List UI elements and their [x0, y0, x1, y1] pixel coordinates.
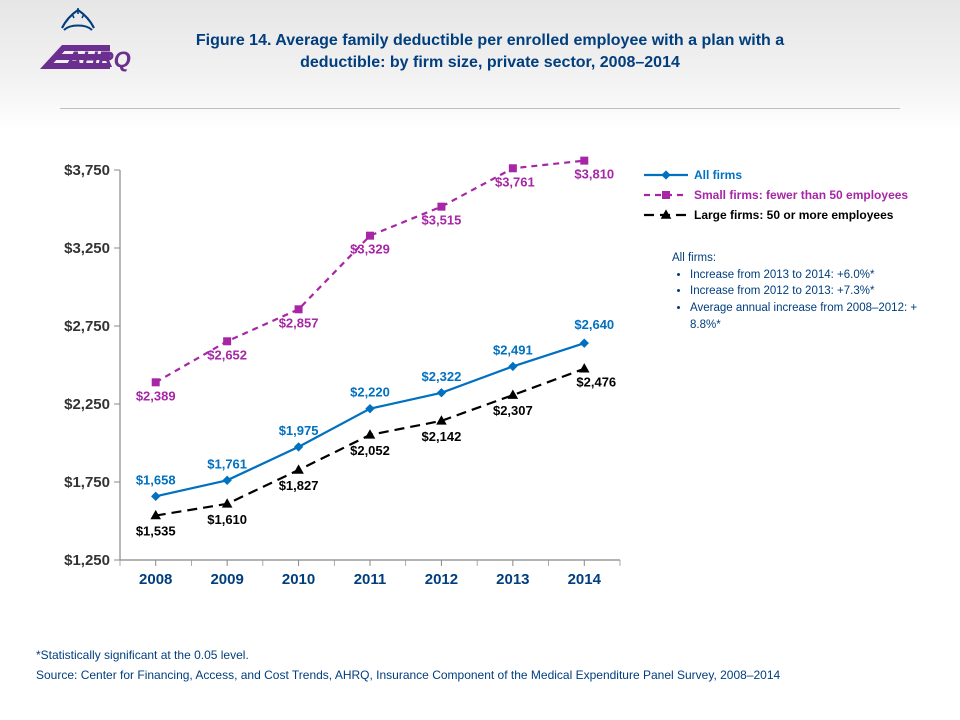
svg-text:$1,827: $1,827: [279, 478, 319, 493]
svg-text:$2,857: $2,857: [279, 315, 319, 330]
svg-text:$3,810: $3,810: [574, 167, 614, 182]
svg-text:$1,750: $1,750: [64, 474, 110, 491]
legend-item: Large firms: 50 or more employees: [644, 208, 944, 222]
svg-text:$2,491: $2,491: [493, 342, 533, 357]
legend-label: All firms: [694, 168, 742, 182]
svg-text:2011: 2011: [354, 571, 387, 588]
ahrq-logo: AHRQ: [40, 8, 150, 93]
svg-text:AHRQ: AHRQ: [65, 47, 131, 72]
notes-bullet: Increase from 2013 to 2014: +6.0%*: [690, 267, 942, 284]
svg-text:$2,052: $2,052: [350, 443, 390, 458]
svg-text:$3,250: $3,250: [64, 240, 110, 257]
figure-title: Figure 14. Average family deductible per…: [170, 30, 810, 73]
legend-item: All firms: [644, 168, 944, 182]
svg-text:2013: 2013: [496, 571, 529, 588]
svg-text:$2,250: $2,250: [64, 396, 110, 413]
svg-text:$1,610: $1,610: [207, 512, 247, 527]
side-notes: All firms: Increase from 2013 to 2014: +…: [672, 250, 942, 333]
svg-text:$3,515: $3,515: [422, 213, 462, 228]
svg-text:$1,658: $1,658: [136, 472, 176, 487]
svg-text:2009: 2009: [210, 571, 243, 588]
legend-item: Small firms: fewer than 50 employees: [644, 188, 944, 202]
svg-text:$2,750: $2,750: [64, 318, 110, 335]
svg-text:$2,652: $2,652: [207, 347, 247, 362]
svg-text:$3,761: $3,761: [495, 174, 535, 189]
svg-text:$1,250: $1,250: [64, 552, 110, 569]
svg-text:$2,307: $2,307: [493, 403, 533, 418]
notes-list: Increase from 2013 to 2014: +6.0%*Increa…: [672, 267, 942, 334]
line-chart: $1,250 $1,750 $2,250 $2,750 $3,250 $3,750 2008…: [30, 150, 640, 620]
svg-text:$1,535: $1,535: [136, 524, 176, 539]
svg-text:$2,142: $2,142: [422, 429, 462, 444]
title-divider: [60, 108, 900, 109]
legend-label: Small firms: fewer than 50 employees: [694, 188, 908, 202]
svg-text:$2,476: $2,476: [576, 375, 616, 390]
svg-text:$1,761: $1,761: [207, 456, 247, 471]
svg-text:$2,389: $2,389: [136, 388, 176, 403]
svg-text:$2,220: $2,220: [350, 385, 390, 400]
svg-text:$2,640: $2,640: [574, 317, 614, 332]
legend-label: Large firms: 50 or more employees: [694, 208, 893, 222]
notes-bullet: Average annual increase from 2008–2012: …: [690, 300, 942, 333]
legend: All firms Small firms: fewer than 50 empl…: [644, 168, 944, 228]
svg-text:2010: 2010: [282, 571, 315, 588]
svg-text:$3,750: $3,750: [64, 162, 110, 179]
source-line: Source: Center for Financing, Access, an…: [36, 668, 780, 682]
notes-heading: All firms:: [672, 250, 942, 267]
svg-text:2014: 2014: [568, 571, 602, 588]
svg-text:$1,975: $1,975: [279, 423, 319, 438]
svg-text:$2,322: $2,322: [422, 369, 462, 384]
svg-text:$3,329: $3,329: [350, 242, 390, 257]
footnote: *Statistically significant at the 0.05 l…: [36, 648, 249, 662]
svg-text:2012: 2012: [425, 571, 458, 588]
svg-text:2008: 2008: [139, 571, 172, 588]
notes-bullet: Increase from 2012 to 2013: +7.3%*: [690, 283, 942, 300]
